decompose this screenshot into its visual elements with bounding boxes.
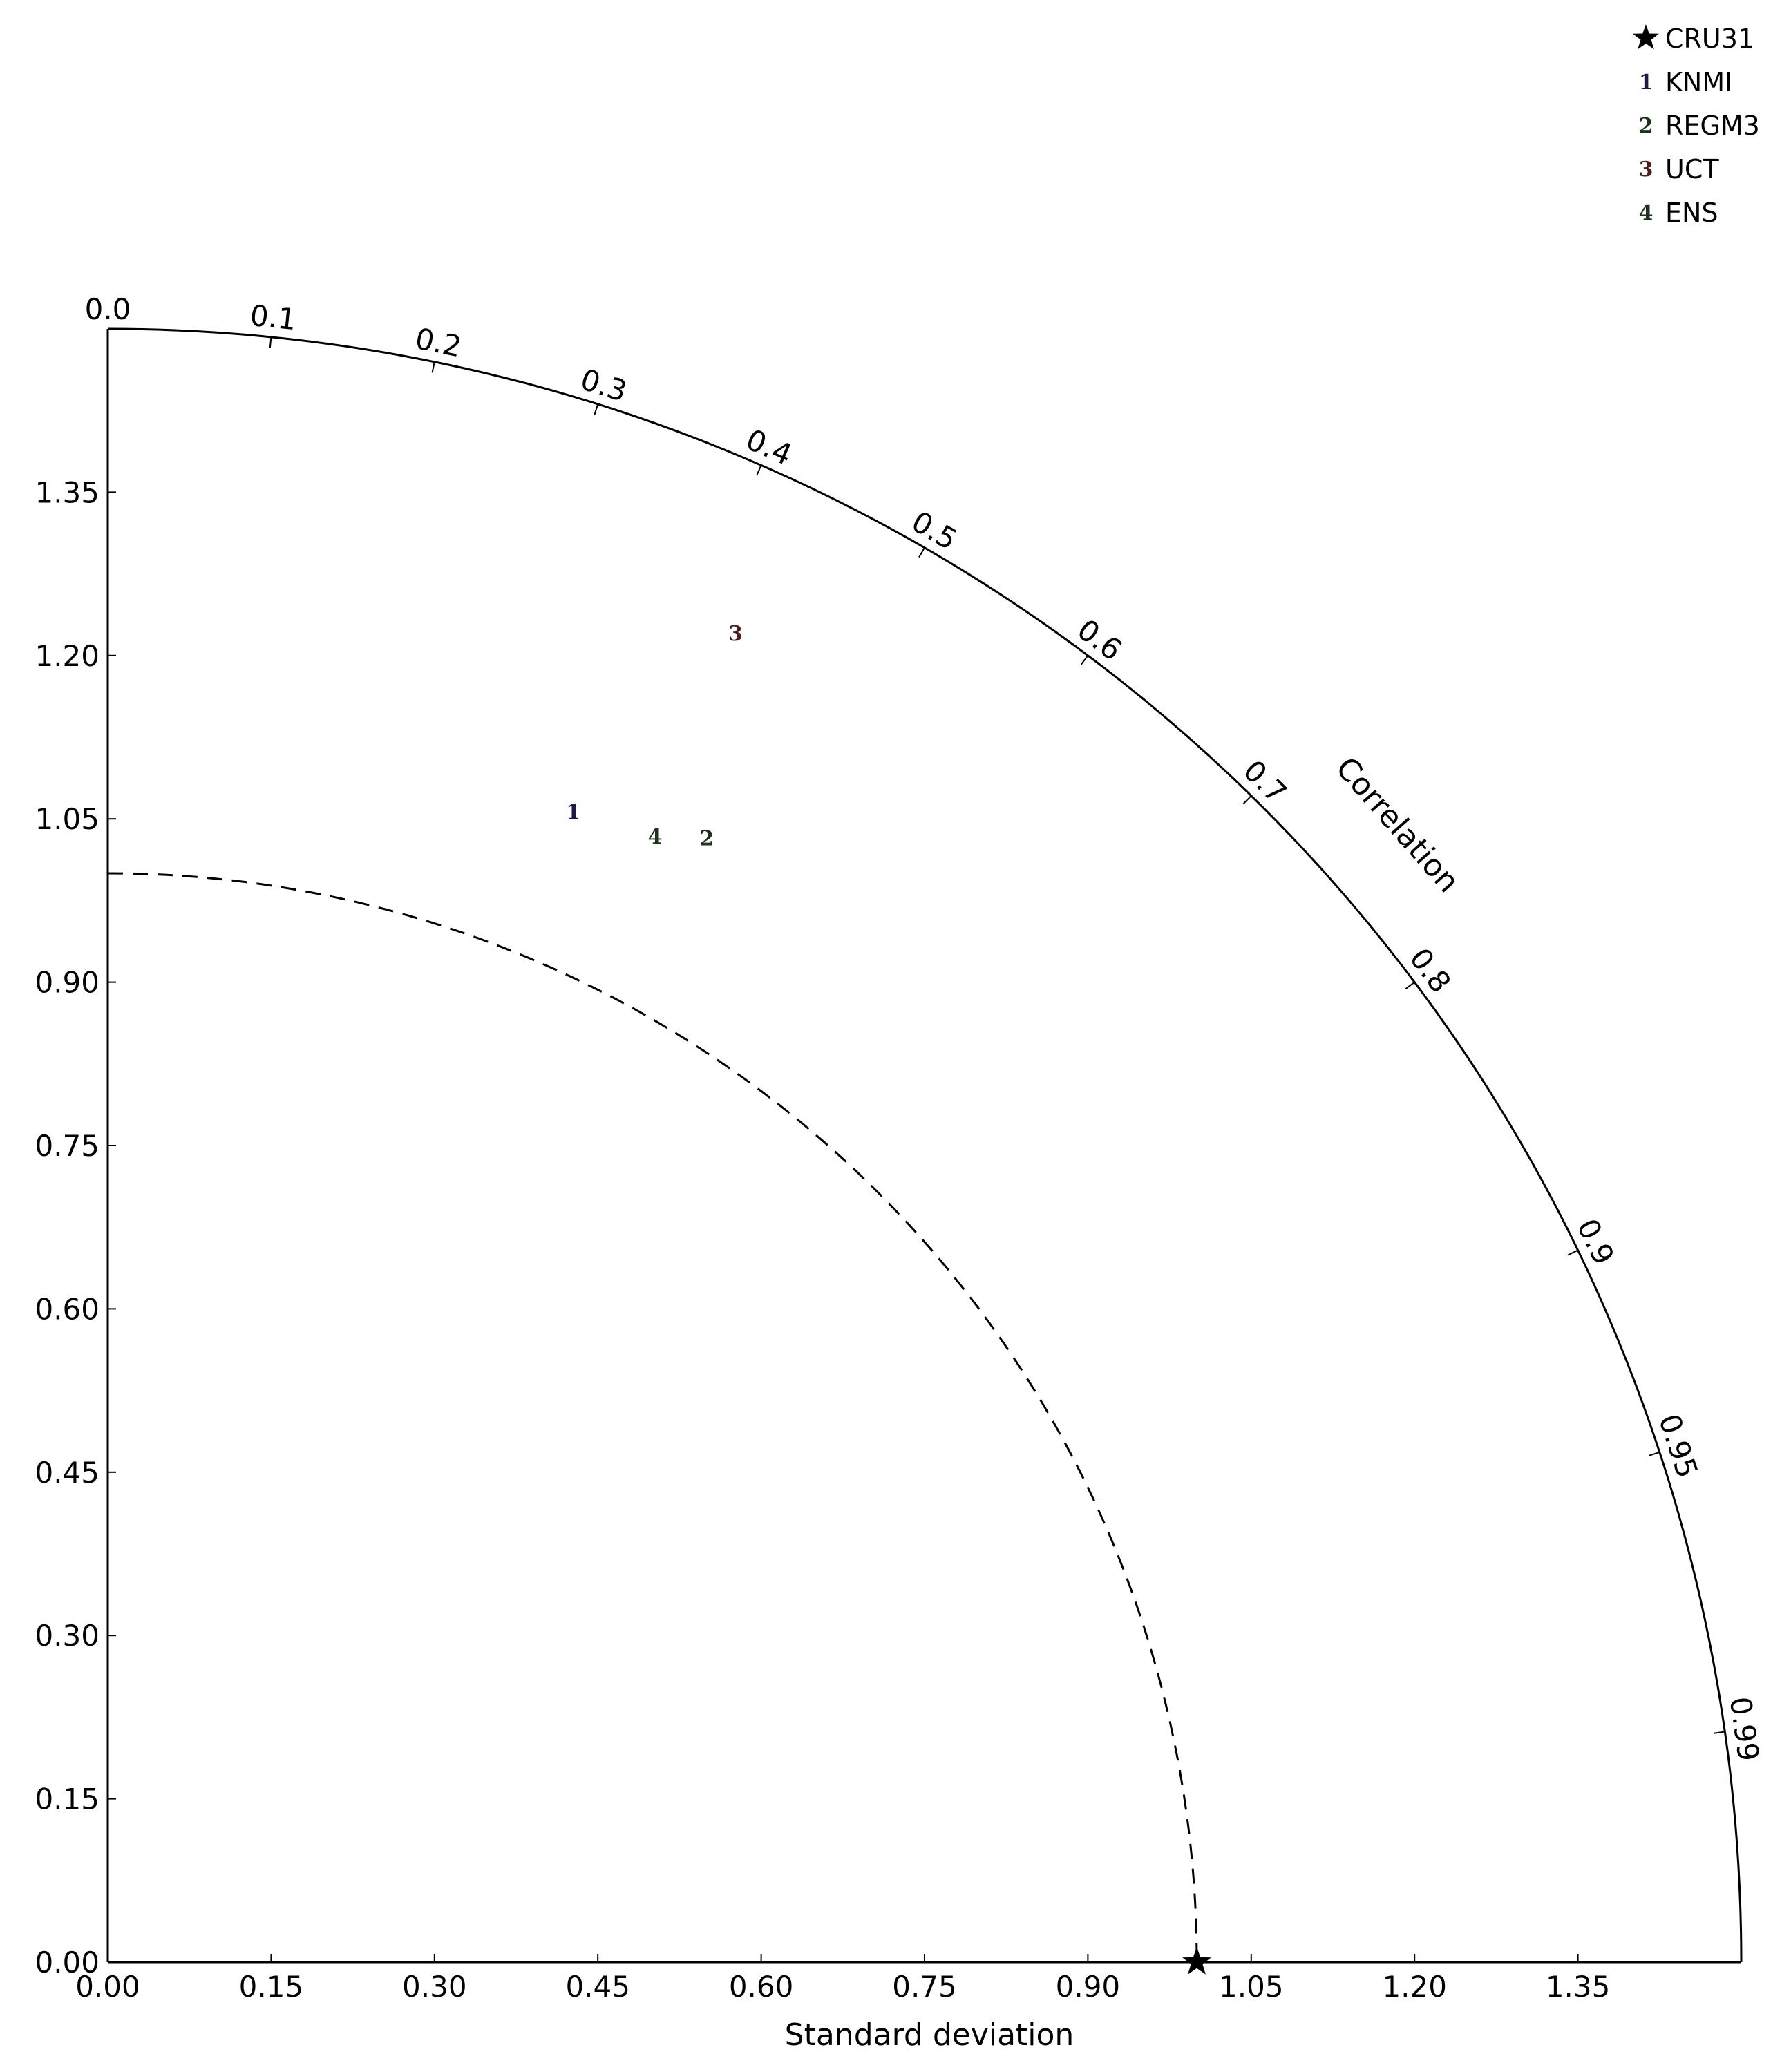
correlation-tick-mark	[756, 464, 762, 476]
correlation-tick-mark	[1649, 1451, 1660, 1456]
std-ticks: 0.000.000.150.150.300.300.450.450.600.60…	[35, 475, 1610, 2004]
y-tick-label: 0.45	[35, 1456, 100, 1490]
model-point-ens: 4	[648, 825, 663, 849]
axes-group	[106, 327, 1743, 1964]
correlation-tick-mark	[594, 403, 599, 415]
correlation-ticks: 0.0 0.10.20.30.40.50.60.70.80.90.950.99	[85, 292, 1766, 1763]
correlation-tick-mark	[1714, 1731, 1725, 1734]
correlation-arc	[107, 327, 1743, 1963]
correlation-tick-mark	[431, 361, 435, 373]
model-point-uct: 3	[728, 622, 743, 646]
correlation-tick-label: 0.3	[577, 362, 631, 408]
legend-marker-regm3: 2	[1639, 114, 1653, 138]
correlation-tick-mark	[1242, 795, 1252, 804]
legend-marker-cru31	[1633, 24, 1659, 50]
legend: CRU31 1 KNMI 2 REGM3 3 UCT 4 ENS	[1633, 23, 1760, 228]
correlation-title: Correlation	[1329, 750, 1466, 900]
correlation-tick-label: 0.1	[249, 298, 298, 336]
correlation-tick-label: 0.9	[1571, 1213, 1621, 1269]
reference-std-arc	[107, 872, 1198, 1963]
y-tick-label: 1.05	[35, 802, 100, 836]
x-tick-label: 1.35	[1546, 1970, 1611, 2004]
x-tick-label: 1.05	[1219, 1970, 1284, 2004]
correlation-tick-mark	[269, 336, 272, 348]
model-point-knmi: 1	[566, 800, 580, 824]
x-tick-label: 0.75	[892, 1970, 957, 2004]
y-tick-label: 0.60	[35, 1292, 100, 1326]
correlation-tick-mark	[1405, 981, 1415, 989]
legend-marker-knmi: 1	[1639, 70, 1653, 95]
correlation-tick-label: 0.4	[741, 422, 797, 472]
x-tick-label: 0.00	[75, 1970, 140, 2004]
correlation-tick-label: 0.8	[1403, 942, 1457, 999]
x-tick-label: 1.20	[1382, 1970, 1447, 2004]
legend-marker-ens: 4	[1639, 201, 1653, 225]
data-points: 1 2 3 4	[566, 622, 1211, 1975]
reference-point-star	[1182, 1947, 1211, 1975]
x-tick-label: 0.30	[402, 1970, 467, 2004]
legend-label-knmi: KNMI	[1665, 67, 1732, 97]
y-tick-label: 0.30	[35, 1619, 100, 1653]
correlation-tick-label: 0.6	[1071, 612, 1128, 667]
correlation-tick-mark	[1567, 1249, 1579, 1256]
correlation-tick-label: 0.5	[906, 504, 963, 557]
y-tick-label: 0.90	[35, 966, 100, 1000]
x-tick-label: 0.60	[729, 1970, 794, 2004]
legend-marker-uct: 3	[1639, 158, 1653, 182]
legend-label-uct: UCT	[1665, 154, 1719, 184]
correlation-tick-label: 0.0	[85, 292, 131, 326]
legend-label-cru31: CRU31	[1665, 23, 1754, 54]
legend-label-regm3: REGM3	[1665, 111, 1760, 141]
y-tick-label: 0.00	[35, 1946, 100, 1979]
correlation-tick-mark	[1081, 655, 1089, 665]
y-tick-label: 1.20	[35, 639, 100, 673]
y-tick-label: 1.35	[35, 475, 100, 509]
correlation-tick-label: 0.95	[1652, 1410, 1705, 1482]
y-tick-label: 0.75	[35, 1129, 100, 1163]
correlation-tick-label: 0.99	[1723, 1695, 1766, 1763]
x-axis-title: Standard deviation	[785, 2017, 1074, 2053]
correlation-tick-mark	[918, 547, 925, 558]
y-tick-label: 0.15	[35, 1783, 100, 1816]
x-tick-label: 0.90	[1056, 1970, 1121, 2004]
x-tick-label: 0.15	[239, 1970, 304, 2004]
model-point-regm3: 2	[699, 826, 714, 850]
correlation-tick-label: 0.2	[413, 321, 464, 363]
legend-label-ens: ENS	[1665, 198, 1718, 228]
x-tick-label: 0.45	[565, 1970, 630, 2004]
